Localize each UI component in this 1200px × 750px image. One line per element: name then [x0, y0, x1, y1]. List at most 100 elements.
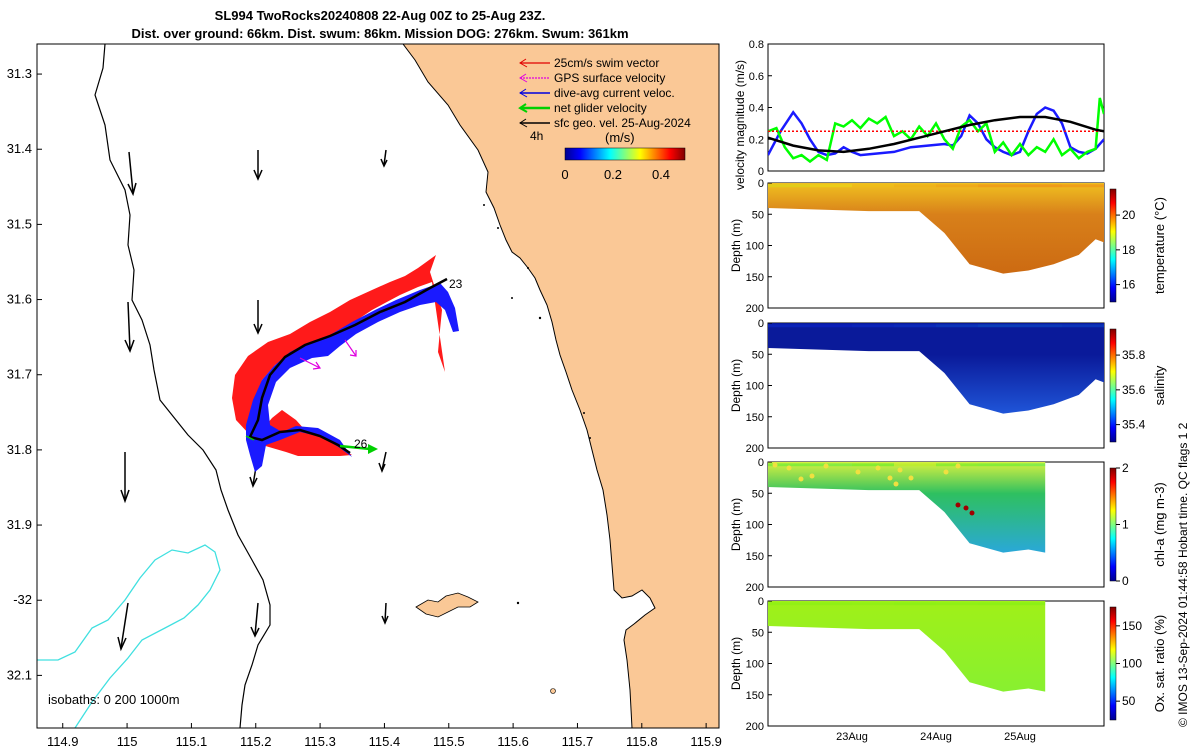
section-column	[936, 184, 978, 188]
colorbar-tick-label: 35.8	[1122, 348, 1146, 362]
map-colorbar	[564, 147, 686, 161]
lon-tick-label: 115.3	[304, 734, 336, 749]
land-mass	[402, 44, 719, 728]
chl-sample-point	[943, 469, 949, 475]
section-column	[936, 602, 978, 606]
section-column	[1062, 324, 1104, 328]
velocity-panel	[767, 43, 1105, 172]
section-colorbar	[1109, 467, 1117, 582]
island	[415, 592, 479, 618]
chl-sample-point	[893, 481, 899, 487]
current-vector-fan	[246, 283, 459, 472]
section-column	[978, 184, 1020, 188]
chl-sample-point	[798, 476, 804, 482]
lat-tick-label: 31.9	[7, 517, 32, 532]
section-colorbar	[1109, 328, 1117, 443]
chl-sample-point	[772, 462, 778, 468]
section-column	[936, 324, 978, 328]
section-fill	[768, 601, 1046, 692]
lat-tick-label: 31.3	[7, 66, 32, 81]
legend-current-velocity: dive-avg current veloc.	[554, 86, 675, 100]
section-column	[852, 463, 894, 467]
lon-tick-label: 114.9	[47, 734, 79, 749]
section-column	[978, 463, 1020, 467]
lon-tick-label: 115	[117, 734, 138, 749]
lon-tick-label: 115.4	[369, 734, 401, 749]
map-legend: 25cm/s swim vector GPS surface velocity …	[518, 56, 691, 130]
colorbar-unit-label: (m/s)	[605, 130, 635, 145]
lon-tick-label: 115.5	[433, 734, 465, 749]
section-column	[1020, 602, 1046, 606]
section-column	[852, 184, 894, 188]
colorbar-tick-label: 16	[1122, 278, 1136, 292]
section-column	[768, 463, 810, 467]
lon-tick-label: 115.9	[690, 734, 722, 749]
islet	[583, 412, 585, 414]
section-column	[852, 602, 894, 606]
section-column	[894, 324, 936, 328]
section-column	[810, 184, 852, 188]
colorbar-label: Ox. sat. ratio (%)	[1152, 615, 1167, 713]
colorbar-tick-label: 0	[561, 167, 568, 182]
colorbar-tick-label: 0.4	[652, 167, 670, 182]
lon-tick-label: 115.7	[562, 734, 594, 749]
colorbar-label: salinity	[1152, 365, 1167, 405]
isobath-legend: isobaths: 0 200 1000m	[48, 692, 180, 707]
chl-sample-point	[963, 505, 969, 511]
lat-tick-label: -32	[13, 592, 32, 607]
islet	[538, 316, 542, 320]
legend-swim-vector: 25cm/s swim vector	[554, 56, 659, 70]
chl-sample-point	[786, 465, 792, 471]
section-column	[1020, 463, 1046, 467]
gps-velocity-arrows	[299, 339, 357, 370]
colorbar-tick-label: 1	[1122, 518, 1129, 532]
colorbar-tick-label: 20	[1122, 208, 1136, 222]
section-column	[1020, 184, 1062, 188]
velocity-series	[768, 97, 1104, 164]
section-fill	[768, 462, 1046, 553]
section-column	[810, 602, 852, 606]
section-column	[768, 324, 810, 328]
track-label-start: 23	[449, 277, 463, 291]
section-column	[810, 324, 852, 328]
lat-tick-label: 32.1	[7, 667, 32, 682]
colorbar-label: temperature (°C)	[1152, 197, 1167, 294]
legend-gps-velocity: GPS surface velocity	[554, 71, 665, 85]
colorbar-tick-label: 0.2	[604, 167, 622, 182]
chl-sample-point	[908, 475, 914, 481]
islet	[550, 688, 556, 694]
lat-tick-label: 31.5	[7, 216, 32, 231]
lon-tick-label: 115.6	[497, 734, 529, 749]
velocity-series	[768, 115, 1104, 154]
colorbar-tick-label: 35.6	[1122, 383, 1146, 397]
section-column	[768, 184, 810, 188]
lat-tick-label: 31.7	[7, 367, 32, 382]
section-fill	[768, 323, 1104, 414]
colorbar-tick-label: 50	[1122, 694, 1136, 708]
isobath-1000m	[37, 544, 221, 728]
colorbar-tick-label: 35.4	[1122, 418, 1146, 432]
chl-sample-point	[875, 465, 881, 471]
section-column	[936, 463, 978, 467]
colorbar-tick-label: 18	[1122, 243, 1136, 257]
track-label-end: 26	[354, 437, 368, 451]
section-column	[768, 602, 810, 606]
section-column	[894, 184, 936, 188]
islet	[527, 267, 529, 269]
section-column	[978, 324, 1020, 328]
chl-sample-point	[823, 463, 829, 469]
net-velocity-arrows	[245, 435, 378, 454]
lat-tick-label: 31.8	[7, 442, 32, 457]
chart-title-line2: Dist. over ground: 66km. Dist. swum: 86k…	[131, 26, 629, 41]
section-column	[978, 602, 1020, 606]
chart-title-line1: SL994 TwoRocks20240808 22-Aug 00Z to 25-…	[214, 8, 546, 23]
scale-label: 4h	[530, 129, 543, 143]
legend-geostrophic-velocity: sfc geo. vel. 25-Aug-2024	[554, 116, 691, 130]
lon-tick-label: 115.2	[240, 734, 272, 749]
isobath-200m	[94, 44, 271, 728]
section-colorbar	[1109, 188, 1117, 303]
